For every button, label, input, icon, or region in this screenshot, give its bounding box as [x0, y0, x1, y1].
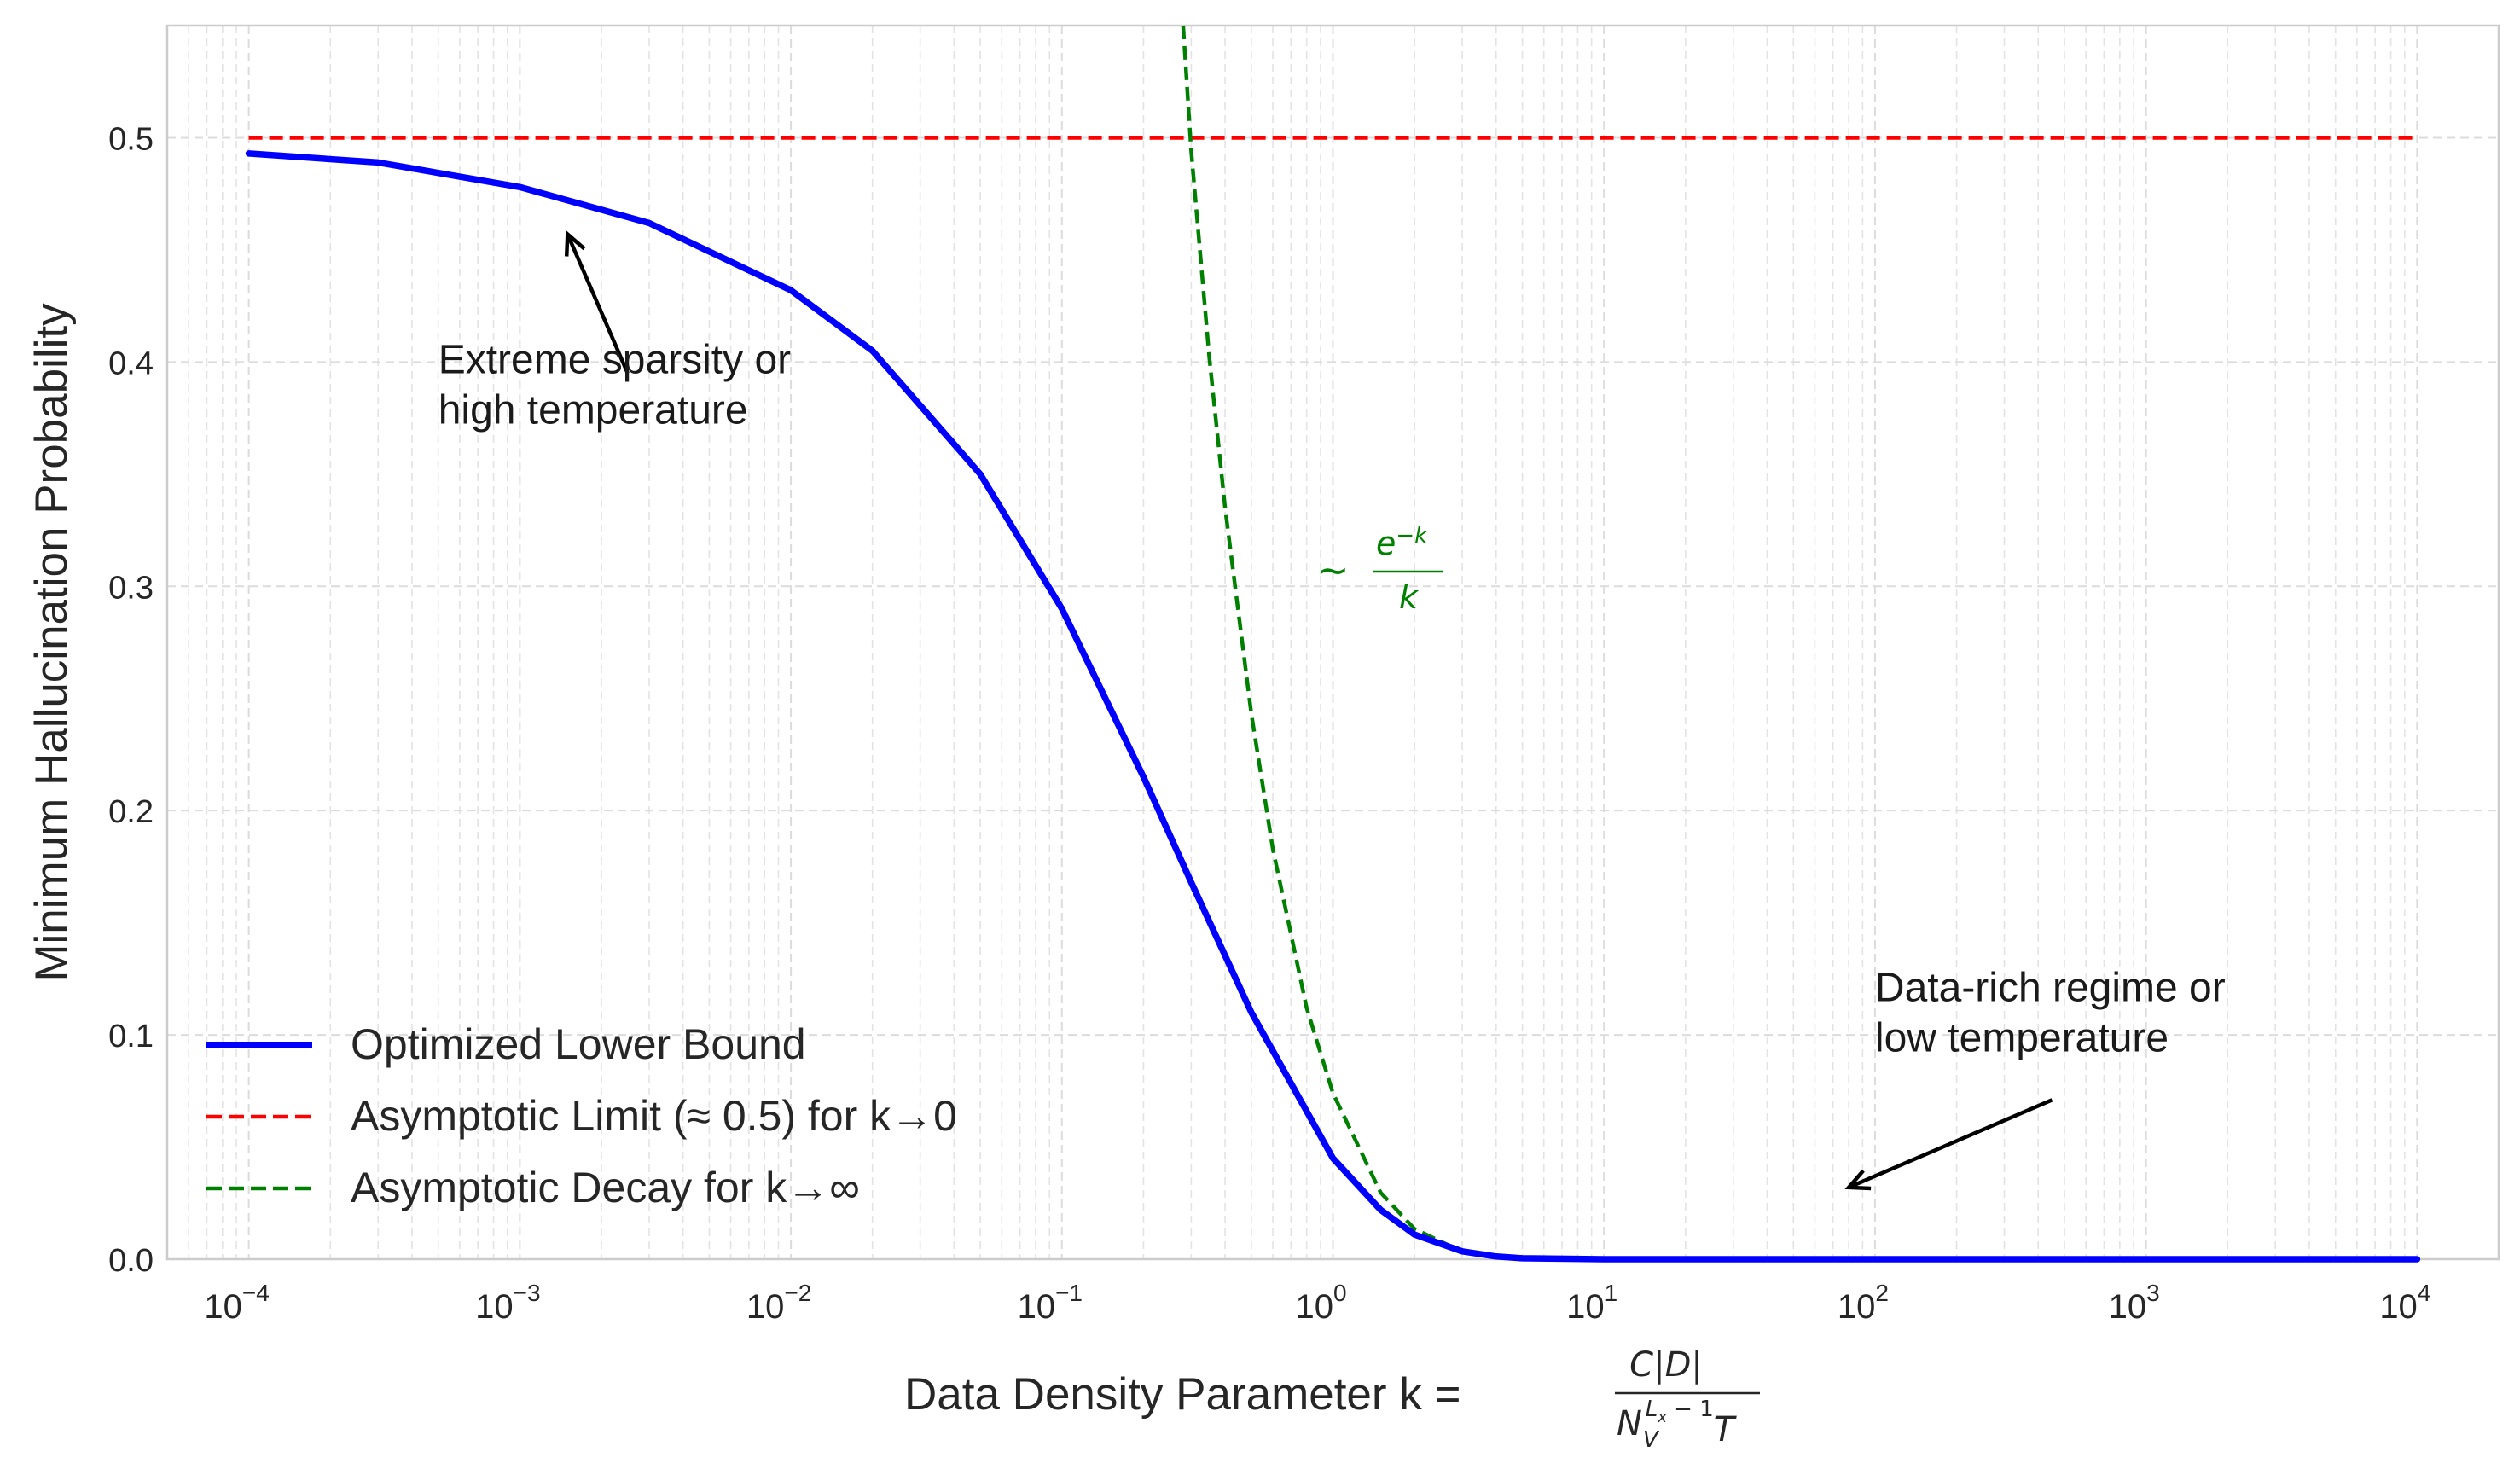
x-tick-label: 100 [1295, 1280, 1346, 1326]
x-tick-label: 10−3 [475, 1280, 540, 1326]
series-layer [245, 25, 2421, 1263]
legend-label-decay: Asymptotic Decay for k→∞ [351, 1164, 860, 1211]
formula-label: ∼ e−k k [1316, 523, 1443, 616]
x-tick-label: 10−1 [1018, 1280, 1083, 1326]
annotation-arrowhead-sparsity [564, 229, 586, 257]
x-tick-label: 10−2 [746, 1280, 811, 1326]
legend-label-limit: Asymptotic Limit (≈ 0.5) for k→0 [351, 1092, 957, 1140]
y-tick-label: 0.2 [108, 794, 154, 830]
annotation-text-sparsity: high temperature [438, 388, 748, 433]
x-axis-label-numerator: C|D| [1629, 1345, 1703, 1385]
formula-prefix: ∼ [1316, 547, 1350, 593]
x-axis-ticks: 10−4 10−3 10−2 10−1 100 101 102 103 104 [204, 1280, 2430, 1326]
y-axis-label: Minimum Hallucination Probability [26, 303, 77, 982]
minor-gridlines [166, 26, 2500, 1259]
y-tick-label: 0.5 [108, 121, 154, 157]
major-gridlines [167, 26, 2499, 1260]
annotations: Extreme sparsity or high temperature Data-… [438, 229, 2226, 1191]
y-tick-label: 0.0 [108, 1243, 154, 1279]
x-tick-label: 102 [1838, 1280, 1889, 1326]
annotation-text-datarich: low temperature [1875, 1016, 2169, 1061]
formula-numerator: e−k [1376, 523, 1428, 562]
annotation-arrowhead-datarich [1844, 1169, 1872, 1191]
x-axis-label: Data Density Parameter k = C|D| NVLx − 1… [904, 1345, 1760, 1453]
legend-label-optimized: Optimized Lower Bound [351, 1020, 806, 1068]
series-line-optimized-lower-bound [245, 150, 2421, 1263]
annotation-arrow-sparsity [566, 233, 630, 375]
y-tick-label: 0.3 [108, 570, 154, 606]
y-axis-ticks: 0.0 0.1 0.2 0.3 0.4 0.5 [108, 121, 154, 1279]
plot-frame [165, 24, 2500, 1261]
legend: Optimized Lower Bound Asymptotic Limit (… [206, 1020, 957, 1211]
x-tick-label: 101 [1566, 1280, 1617, 1326]
x-tick-label: 104 [2379, 1280, 2430, 1326]
x-axis-label-prefix: Data Density Parameter k = [904, 1369, 1460, 1420]
x-tick-label: 103 [2109, 1280, 2160, 1326]
y-tick-label: 0.1 [108, 1019, 154, 1054]
annotation-text-datarich: Data-rich regime or [1875, 966, 2226, 1011]
formula-denominator: k [1399, 578, 1420, 616]
annotation-arrow-datarich [1848, 1098, 2053, 1189]
annotation-text-sparsity: Extreme sparsity or [438, 338, 791, 383]
y-tick-label: 0.4 [108, 346, 154, 381]
x-tick-label: 10−4 [204, 1280, 269, 1326]
x-axis-label-denominator: NVLx − 1T [1617, 1397, 1738, 1453]
